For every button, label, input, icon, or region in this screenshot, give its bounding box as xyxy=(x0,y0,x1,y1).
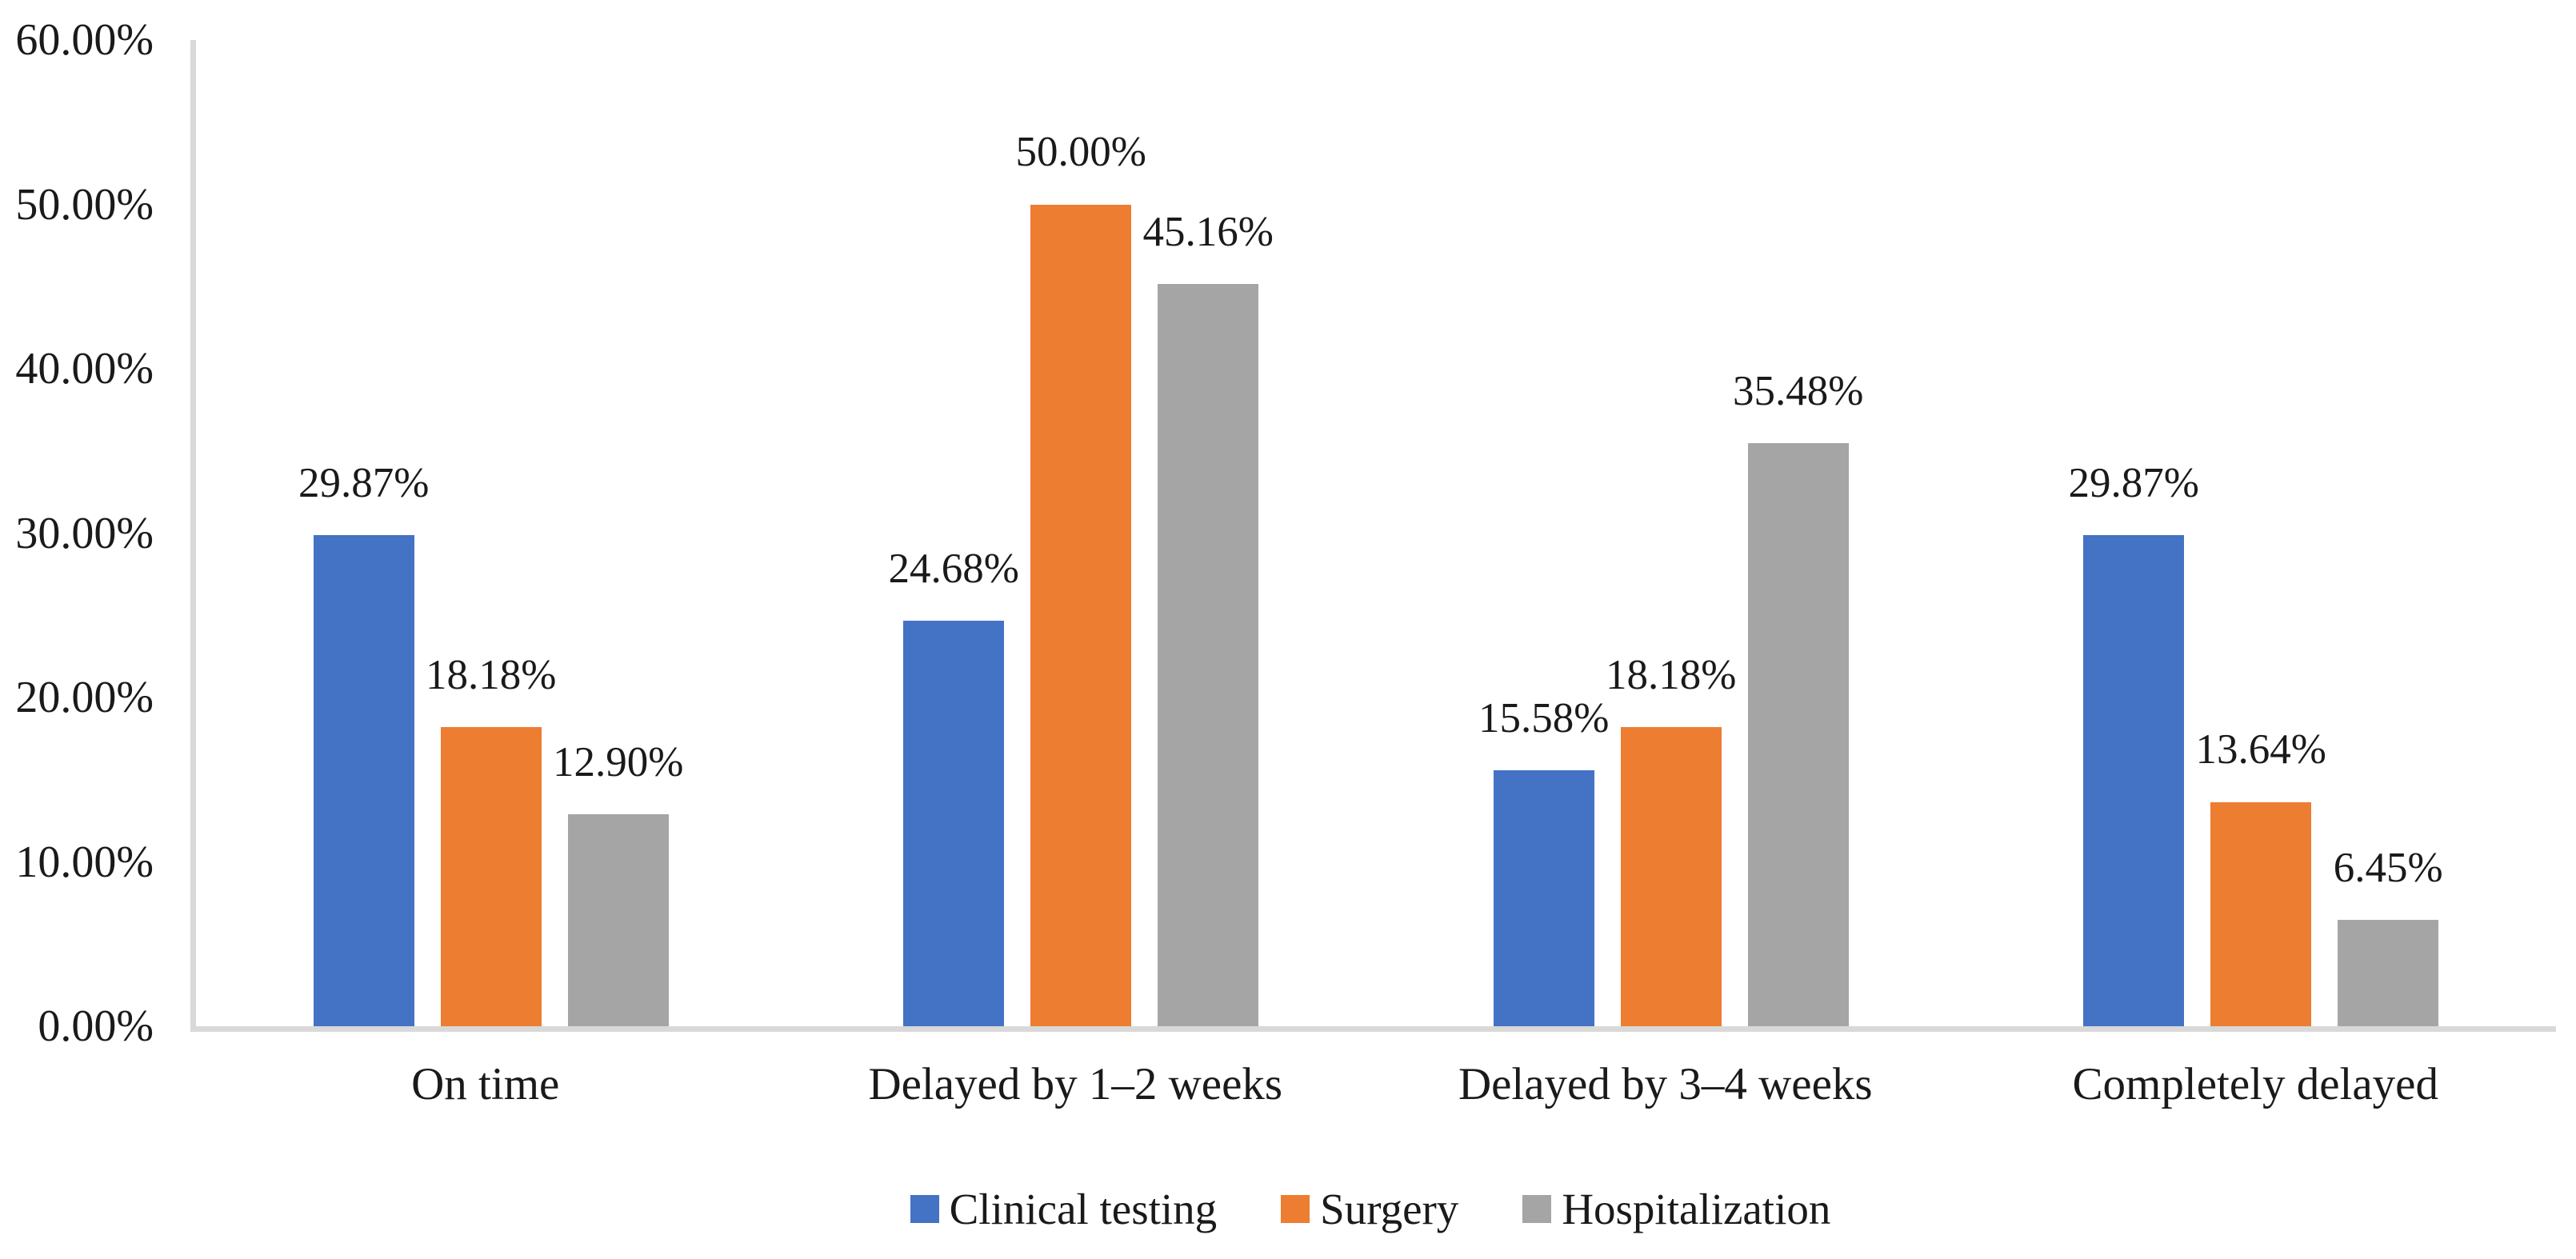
x-axis-category-label: Delayed by 3–4 weeks xyxy=(1458,1059,1873,1109)
bar-value-label: 24.68% xyxy=(888,545,1019,592)
legend-label: Hospitalization xyxy=(1562,1185,1831,1233)
bar: 45.16% xyxy=(1143,209,1274,1026)
legend-swatch-icon xyxy=(1281,1195,1310,1223)
y-axis-tick-label: 50.00% xyxy=(15,179,154,230)
bar-value-label: 18.18% xyxy=(1606,652,1737,699)
bar: 29.87% xyxy=(2069,460,2199,1026)
bar-value-label: 6.45% xyxy=(2333,845,2443,892)
bar-value-label: 45.16% xyxy=(1142,208,1274,255)
bar-value-label: 35.48% xyxy=(1733,367,1864,414)
bar-value-label: 29.87% xyxy=(2068,459,2199,506)
legend-item: Surgery xyxy=(1281,1187,1458,1231)
x-axis-category-label: Delayed by 1–2 weeks xyxy=(868,1059,1283,1109)
legend-label: Surgery xyxy=(1320,1185,1459,1233)
legend-swatch-icon xyxy=(1522,1195,1552,1223)
bar-value-label: 29.87% xyxy=(298,459,430,506)
legend-item: Hospitalization xyxy=(1522,1187,1830,1231)
bar-value-label: 13.64% xyxy=(2195,726,2326,773)
bar: 18.18% xyxy=(426,652,556,1026)
y-axis-tick-label: 40.00% xyxy=(15,344,154,394)
bar-value-label: 18.18% xyxy=(426,652,557,699)
bar: 29.87% xyxy=(298,460,429,1026)
bar: 50.00% xyxy=(1016,129,1146,1026)
legend: Clinical testing Surgery Hospitalization xyxy=(190,1187,2550,1231)
x-axis-category-label: Completely delayed xyxy=(2072,1059,2438,1109)
x-axis-labels: On time Delayed by 1–2 weeks Delayed by 3–… xyxy=(190,1057,2550,1112)
bar: 13.64% xyxy=(2196,726,2326,1026)
bar-group: 24.68% 50.00% 45.16% xyxy=(786,40,1377,1026)
bar: 15.58% xyxy=(1478,695,1609,1026)
legend-label: Clinical testing xyxy=(949,1185,1218,1233)
y-axis-tick-label: 0.00% xyxy=(38,1001,154,1051)
plot-area: 29.87% 18.18% 12.90% 24.68% 50.00% 45.16% 15.5… xyxy=(190,40,2556,1032)
bar-value-label: 50.00% xyxy=(1015,129,1146,176)
x-axis-category-label: On time xyxy=(411,1059,560,1109)
bar-value-label: 15.58% xyxy=(1478,694,1610,741)
legend-item: Clinical testing xyxy=(910,1185,1218,1233)
bar: 35.48% xyxy=(1733,368,1863,1026)
bar-group: 15.58% 18.18% 35.48% xyxy=(1376,40,1966,1026)
y-axis-tick-label: 20.00% xyxy=(15,673,154,722)
bar: 24.68% xyxy=(889,546,1019,1026)
y-axis-tick-label: 30.00% xyxy=(15,508,154,558)
y-axis: 0.00% 10.00% 20.00% 30.00% 40.00% 50.00% 60.00… xyxy=(0,18,154,1049)
bar: 12.90% xyxy=(553,739,683,1026)
legend-swatch-icon xyxy=(910,1195,939,1223)
bar: 6.45% xyxy=(2334,845,2443,1026)
y-axis-tick-label: 60.00% xyxy=(15,15,154,65)
bar: 18.18% xyxy=(1606,652,1736,1026)
bar-group: 29.87% 13.64% 6.45% xyxy=(1966,40,2557,1026)
bar-group: 29.87% 18.18% 12.90% xyxy=(196,40,786,1026)
bar-value-label: 12.90% xyxy=(553,738,684,785)
y-axis-tick-label: 10.00% xyxy=(15,837,154,887)
